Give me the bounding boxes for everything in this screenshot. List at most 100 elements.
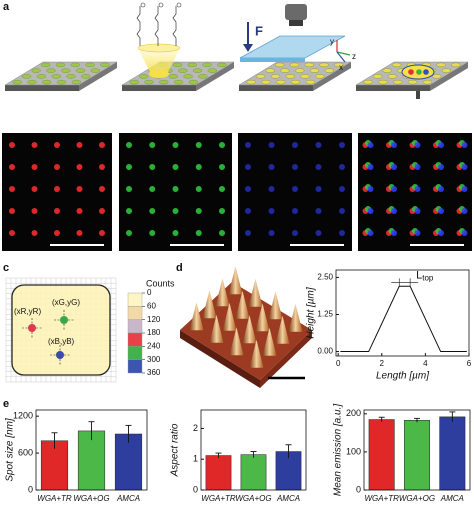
pad <box>168 74 178 79</box>
bar <box>114 433 143 491</box>
pad <box>207 68 218 73</box>
pad <box>378 79 388 85</box>
substrate-side <box>79 62 117 91</box>
fluorescent-spot <box>99 208 105 214</box>
fluorescent-spot <box>54 208 60 214</box>
colorbar-tick-label: 180 <box>147 328 161 337</box>
plot-frame <box>335 269 470 357</box>
y-tick-label: 1.25 <box>317 310 333 319</box>
y-axis-label: Spot size [nm] <box>5 418 16 482</box>
y-tick-label: 100 <box>346 446 361 456</box>
fluorescent-spot <box>391 186 397 192</box>
spot-label: (xB,yB) <box>48 337 75 346</box>
pad <box>315 74 325 79</box>
fluorescent-spot <box>245 164 251 170</box>
fluorescent-spot <box>172 230 179 236</box>
profile-line <box>340 285 467 353</box>
force-head <box>243 44 253 52</box>
spot <box>28 324 36 332</box>
fluorescent-spot <box>76 230 83 236</box>
fluorescent-spot <box>268 164 275 170</box>
pad <box>407 79 418 85</box>
fluorescent-spot <box>438 142 444 148</box>
colorbar-title: Counts <box>146 278 175 288</box>
spot <box>60 316 68 324</box>
x-tick-label: AMCA <box>116 494 140 503</box>
pad <box>85 62 95 68</box>
pad <box>422 79 433 85</box>
pad <box>274 62 285 68</box>
colorbar-swatch <box>127 359 143 374</box>
fluorescent-spot <box>219 230 225 236</box>
y-tick-label: 2.50 <box>317 273 333 282</box>
fluorescent-spot <box>292 230 298 236</box>
fluorescent-spot <box>438 186 444 192</box>
pad <box>70 62 80 68</box>
annotation-sub: top <box>422 273 434 282</box>
fluorescent-spot <box>9 142 15 148</box>
pad <box>387 74 398 79</box>
pad <box>289 62 300 68</box>
x-tick-label: WGA+TR <box>201 494 236 503</box>
fluorescent-spot <box>31 186 38 192</box>
fluorescent-spot <box>315 230 322 236</box>
pad <box>276 79 286 85</box>
pad <box>159 79 169 85</box>
fluorescent-spot <box>76 142 83 148</box>
pad <box>372 74 383 79</box>
x-tick-label: 0 <box>336 359 341 368</box>
substrate-side <box>430 62 468 91</box>
fluorescent-spot <box>31 208 38 214</box>
pad <box>71 79 82 85</box>
fluorescent-spot <box>172 142 179 148</box>
y-axis-label: Mean emission [a.u.] <box>333 404 344 496</box>
readout-dot <box>408 69 414 75</box>
y-tick-label: 0 <box>28 484 33 494</box>
fluorescent-spot <box>461 230 468 236</box>
y-tick-label: 200 <box>346 408 361 418</box>
fluorescent-spot <box>268 230 275 236</box>
afm-pillar <box>242 315 257 344</box>
fluorescent-spot <box>195 142 202 148</box>
afm-pillar <box>228 266 243 295</box>
pad <box>285 74 295 79</box>
beam-spot <box>149 70 169 78</box>
fluorescent-spot <box>461 186 468 192</box>
fluorescent-spot <box>219 208 225 214</box>
pad <box>441 68 452 73</box>
fluorescent-spot <box>219 142 225 148</box>
fluorescent-spot <box>438 164 444 170</box>
pad <box>300 74 310 79</box>
afm-pillar <box>248 278 263 307</box>
fluorescent-spot <box>195 230 202 236</box>
afm-pillar <box>262 327 277 356</box>
pad <box>183 74 193 79</box>
fluorescent-spot <box>292 142 298 148</box>
substrate-front <box>122 85 196 91</box>
molecule <box>136 6 141 46</box>
substrate-side <box>313 62 351 91</box>
objective <box>285 4 307 20</box>
colorbar-swatch <box>127 306 143 320</box>
fluorescent-spot <box>9 186 15 192</box>
bar <box>40 440 69 491</box>
fluorescent-spot <box>172 186 179 192</box>
axis-letter: x <box>339 63 343 72</box>
fluorescent-spot <box>339 186 345 192</box>
pad <box>198 74 208 79</box>
fluorescent-spot <box>31 142 38 148</box>
panel-label: c <box>3 262 9 274</box>
pad <box>295 68 305 73</box>
fluorescent-spot <box>54 142 60 148</box>
pad <box>31 68 41 73</box>
fluorescent-spot <box>149 186 156 192</box>
pad <box>75 68 86 73</box>
pad <box>66 74 76 79</box>
y-axis-label: Aspect ratio <box>170 423 181 477</box>
colorbar-swatch <box>127 332 143 347</box>
y-tick-label: 1 <box>193 454 198 464</box>
pad <box>246 79 256 85</box>
fluorescent-spot <box>461 142 468 148</box>
fluorescent-spot <box>292 208 298 214</box>
